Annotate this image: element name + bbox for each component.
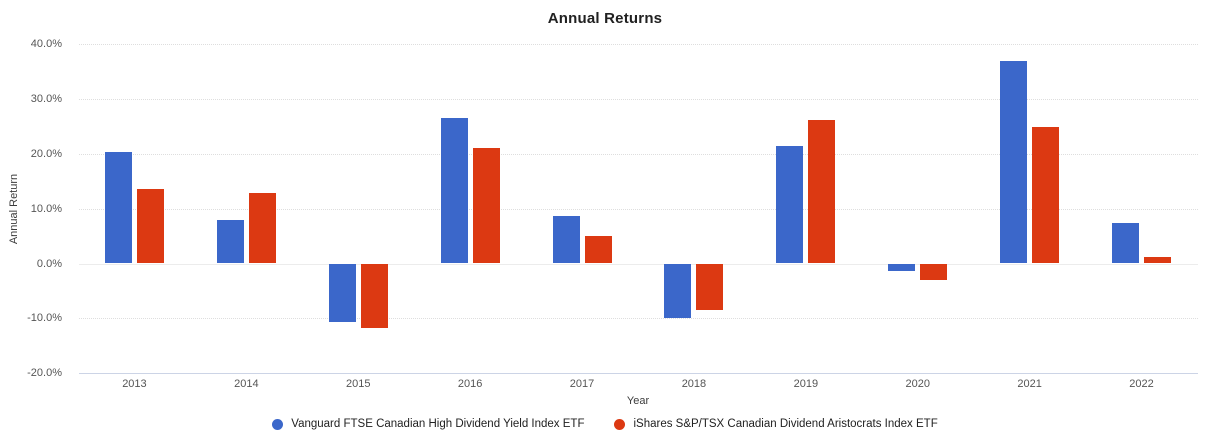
bar-2014-series-0[interactable] bbox=[216, 219, 244, 264]
gridline-40 bbox=[78, 44, 1198, 46]
bar-2015-series-0[interactable] bbox=[328, 263, 356, 322]
chart-title: Annual Returns bbox=[547, 10, 663, 27]
x-axis-title: Year bbox=[626, 395, 650, 407]
x-axis-tick-label: 2015 bbox=[346, 378, 371, 390]
gridline-10 bbox=[78, 208, 1198, 210]
bar-2018-series-1[interactable] bbox=[696, 263, 724, 311]
y-axis-tick-label: 0.0% bbox=[36, 257, 62, 270]
legend: Vanguard FTSE Canadian High Dividend Yie… bbox=[0, 418, 1210, 430]
bar-2015-series-1[interactable] bbox=[360, 263, 388, 328]
y-axis-tick-label: 20.0% bbox=[30, 147, 62, 160]
bar-2013-series-0[interactable] bbox=[104, 152, 132, 264]
bar-2022-series-0[interactable] bbox=[1112, 222, 1140, 264]
gridline-0 bbox=[78, 263, 1198, 265]
bar-2022-series-1[interactable] bbox=[1144, 257, 1172, 264]
gridline-30 bbox=[78, 98, 1198, 100]
gridline--20 bbox=[78, 373, 1198, 375]
x-axis-tick-label: 2019 bbox=[793, 378, 819, 390]
x-axis-tick-label: 2020 bbox=[905, 378, 930, 390]
bar-2020-series-1[interactable] bbox=[920, 263, 948, 280]
bar-2016-series-1[interactable] bbox=[472, 148, 500, 264]
legend-label: iShares S&P/TSX Canadian Dividend Aristo… bbox=[633, 418, 938, 430]
bar-2021-series-1[interactable] bbox=[1032, 127, 1060, 264]
bar-2021-series-0[interactable] bbox=[1000, 61, 1028, 264]
bar-2016-series-0[interactable] bbox=[440, 117, 468, 264]
x-axis-tick-label: 2014 bbox=[234, 378, 259, 390]
bar-2013-series-1[interactable] bbox=[136, 189, 164, 264]
legend-label: Vanguard FTSE Canadian High Dividend Yie… bbox=[291, 418, 585, 430]
bar-2014-series-1[interactable] bbox=[248, 193, 276, 264]
bar-2017-series-0[interactable] bbox=[552, 216, 580, 264]
y-axis-tick-label: 10.0% bbox=[30, 202, 62, 215]
gridline-20 bbox=[78, 153, 1198, 155]
legend-marker-icon bbox=[614, 418, 626, 430]
bar-2019-series-1[interactable] bbox=[808, 120, 836, 264]
y-axis-tick-label: -10.0% bbox=[27, 312, 62, 325]
y-axis-tick-label: 30.0% bbox=[30, 92, 62, 105]
y-axis-tick-label: 40.0% bbox=[30, 38, 62, 51]
legend-item-series-1[interactable]: iShares S&P/TSX Canadian Dividend Aristo… bbox=[614, 418, 938, 430]
x-axis-tick-label: 2013 bbox=[122, 378, 147, 390]
x-axis-tick-label: 2018 bbox=[681, 378, 707, 390]
x-axis-tick-label: 2016 bbox=[457, 378, 483, 390]
gridline--10 bbox=[78, 318, 1198, 320]
legend-item-series-0[interactable]: Vanguard FTSE Canadian High Dividend Yie… bbox=[272, 418, 584, 430]
x-axis-tick-label: 2022 bbox=[1129, 378, 1154, 390]
bar-2018-series-0[interactable] bbox=[664, 263, 692, 318]
y-axis-tick-label: -20.0% bbox=[27, 367, 62, 380]
bar-2019-series-0[interactable] bbox=[776, 146, 804, 264]
x-axis-tick-label: 2017 bbox=[569, 378, 595, 390]
bar-2020-series-0[interactable] bbox=[888, 263, 916, 272]
bar-2017-series-1[interactable] bbox=[584, 236, 612, 264]
x-axis-tick-label: 2021 bbox=[1017, 378, 1042, 390]
legend-marker-icon bbox=[272, 418, 284, 430]
